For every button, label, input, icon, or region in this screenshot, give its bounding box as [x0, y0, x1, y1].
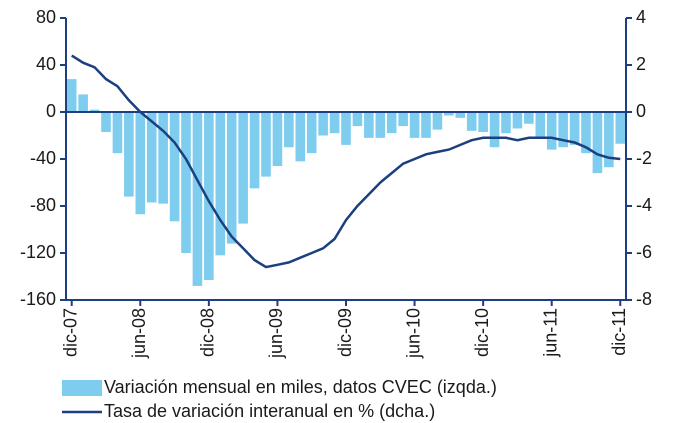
- bar: [604, 112, 614, 168]
- y2-tick-label: -2: [636, 148, 652, 168]
- bar: [409, 112, 420, 138]
- bar: [135, 112, 146, 215]
- x-tick-label: dic-08: [198, 308, 218, 357]
- bar: [215, 112, 226, 256]
- bar: [329, 112, 340, 134]
- y-tick-label: -40: [30, 148, 56, 168]
- x-tick-label: jun-11: [540, 308, 560, 358]
- bar: [558, 112, 568, 148]
- y2-tick-label: -8: [636, 289, 652, 309]
- bar: [592, 112, 603, 174]
- y-tick-label: -80: [30, 195, 56, 215]
- y2-tick-label: -4: [636, 195, 652, 215]
- bar: [421, 112, 431, 138]
- y-tick-label: 80: [36, 7, 56, 27]
- bar: [478, 112, 488, 132]
- x-tick-label: dic-10: [472, 308, 492, 357]
- y-tick-label: -160: [20, 289, 56, 309]
- bar: [546, 112, 557, 150]
- bar: [512, 112, 523, 129]
- legend-swatch: [62, 380, 102, 396]
- bar: [204, 112, 214, 281]
- y-tick-label: 0: [46, 101, 56, 121]
- bar: [444, 112, 454, 116]
- bar: [66, 79, 77, 112]
- bar: [101, 112, 111, 132]
- bar: [146, 112, 157, 203]
- bar: [272, 112, 283, 167]
- bar: [352, 112, 363, 127]
- bar: [569, 112, 580, 145]
- bar: [318, 112, 328, 136]
- bar: [249, 112, 260, 189]
- x-tick-label: jun-09: [266, 308, 286, 359]
- bar: [489, 112, 500, 148]
- y-tick-label: 40: [36, 54, 56, 74]
- bar: [89, 109, 100, 112]
- bar: [306, 112, 317, 154]
- bar: [158, 112, 168, 204]
- y2-tick-label: 0: [636, 101, 646, 121]
- legend-label: Tasa de variación interanual en % (dcha.…: [104, 401, 435, 421]
- bar: [226, 112, 237, 244]
- bar: [78, 94, 88, 112]
- bar: [581, 112, 591, 154]
- bar: [124, 112, 134, 197]
- x-tick-label: dic-09: [335, 308, 355, 357]
- bar: [364, 112, 374, 138]
- bar: [375, 112, 386, 138]
- line: [71, 54, 621, 269]
- x-tick-label: dic-07: [60, 308, 80, 357]
- bar: [455, 112, 466, 118]
- bar: [181, 112, 191, 253]
- bar: [341, 112, 351, 145]
- legend-label: Variación mensual en miles, datos CVEC (…: [104, 377, 497, 397]
- bar: [398, 112, 408, 127]
- x-tick-label: jun-10: [403, 308, 423, 359]
- bar: [192, 112, 203, 286]
- bar: [169, 112, 180, 222]
- y2-tick-label: -6: [636, 242, 652, 262]
- bar: [284, 112, 294, 148]
- y-tick-label: -120: [20, 242, 56, 262]
- bar: [466, 112, 477, 131]
- bar: [112, 112, 123, 154]
- bar: [501, 112, 511, 134]
- bar: [615, 112, 626, 144]
- x-tick-label: dic-11: [609, 308, 629, 356]
- bar: [524, 112, 534, 124]
- bar: [238, 112, 248, 224]
- bar: [295, 112, 306, 162]
- bar: [535, 112, 546, 138]
- y2-tick-label: 2: [636, 54, 646, 74]
- bar: [386, 112, 397, 134]
- y2-tick-label: 4: [636, 7, 646, 27]
- bar: [261, 112, 271, 177]
- x-tick-label: jun-08: [129, 308, 149, 359]
- bar: [432, 112, 443, 130]
